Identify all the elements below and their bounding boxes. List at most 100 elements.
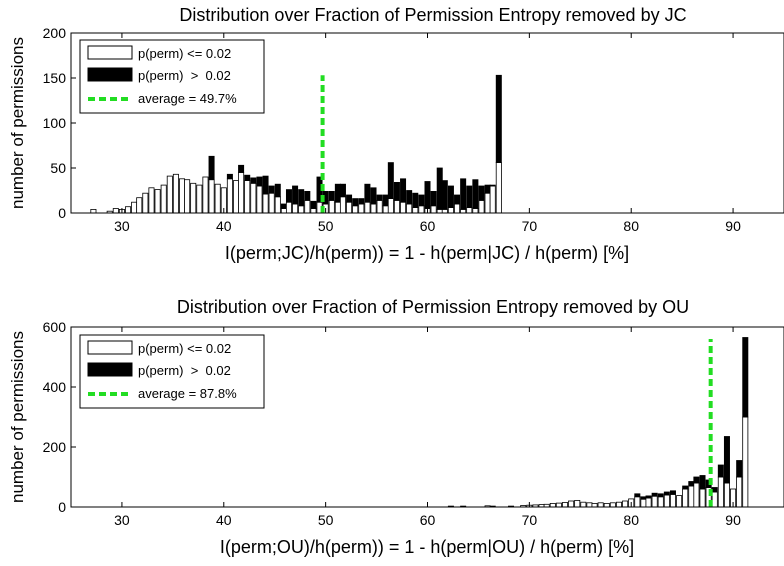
bar-low-59 — [454, 203, 461, 214]
bar-low-42 — [742, 416, 749, 508]
bar-low-34 — [304, 199, 311, 214]
bar-low-18 — [597, 502, 604, 508]
bar-low-12 — [172, 173, 179, 214]
bar-high-49 — [393, 181, 400, 201]
plot-area — [447, 337, 749, 508]
bar-high-38 — [717, 464, 724, 478]
bar-low-31 — [285, 201, 292, 214]
legend-label-low: p(perm) <= 0.02 — [138, 341, 231, 356]
bar-low-63 — [478, 199, 485, 214]
bar-low-55 — [430, 205, 437, 214]
bar-low-33 — [688, 485, 695, 508]
bar-high-32 — [292, 185, 299, 205]
x-tick-label-2: 50 — [318, 218, 334, 234]
bar-low-15 — [580, 501, 587, 508]
bar-low-50 — [400, 201, 407, 214]
legend-label-high: p(perm) > 0.02 — [138, 363, 231, 378]
bar-low-27 — [262, 193, 269, 214]
bar-low-5 — [131, 201, 138, 214]
bar-high-52 — [412, 192, 419, 208]
bar-high-54 — [424, 181, 431, 209]
chart-jc: Distribution over Fraction of Permission… — [8, 5, 784, 263]
bar-low-24 — [244, 180, 251, 214]
x-tick-label-3: 60 — [420, 512, 436, 528]
bar-low-47 — [382, 205, 389, 214]
bar-low-44 — [364, 201, 371, 214]
bar-high-59 — [454, 194, 461, 205]
bar-high-61 — [466, 185, 473, 209]
bar-high-64 — [484, 184, 491, 194]
y-tick-label-2: 100 — [43, 115, 67, 131]
bar-high-63 — [478, 185, 485, 201]
bar-high-28 — [268, 185, 275, 194]
bar-low-14 — [184, 179, 191, 214]
bar-low-28 — [268, 192, 275, 214]
x-axis-label: I(perm;JC)/h(perm)) = 1 - h(perm|JC) / h… — [225, 243, 629, 263]
bar-low-21 — [615, 501, 622, 508]
bar-high-43 — [358, 198, 365, 205]
bar-high-48 — [387, 162, 394, 200]
bar-low-15 — [190, 182, 197, 214]
bar-high-51 — [406, 190, 413, 205]
bar-low-22 — [622, 500, 629, 508]
bar-low-16 — [196, 184, 203, 214]
bar-low-28 — [657, 496, 664, 508]
bar-high-34 — [693, 476, 700, 484]
bar-low-45 — [370, 203, 377, 214]
bar-low-34 — [693, 482, 700, 508]
bar-low-32 — [292, 203, 299, 214]
bar-high-24 — [634, 493, 641, 498]
bar-low-24 — [634, 496, 641, 508]
bar-low-37 — [711, 491, 718, 508]
bar-low-17 — [202, 176, 209, 214]
bar-low-19 — [214, 183, 221, 214]
bar-high-29 — [274, 183, 281, 198]
bar-low-35 — [699, 488, 706, 508]
y-tick-label-1: 200 — [43, 439, 67, 455]
bar-low-21 — [226, 178, 233, 214]
bar-high-31 — [285, 189, 292, 203]
bar-low-11 — [166, 175, 173, 214]
y-tick-label-3: 150 — [43, 70, 67, 86]
bar-low-61 — [466, 207, 473, 214]
x-tick-label-6: 90 — [725, 218, 741, 234]
bar-low-40 — [339, 196, 346, 214]
bar-low-38 — [717, 476, 724, 508]
bar-high-32 — [682, 485, 689, 490]
bar-low-43 — [358, 203, 365, 214]
bar-low-13 — [568, 500, 575, 508]
bar-low-11 — [555, 502, 562, 508]
bar-low-38 — [328, 199, 335, 214]
chart-title: Distribution over Fraction of Permission… — [177, 297, 689, 317]
bar-high-26 — [256, 176, 263, 187]
bar-low-29 — [274, 196, 281, 214]
bar-low-31 — [676, 495, 683, 508]
bar-low-53 — [418, 205, 425, 214]
bar-low-41 — [346, 201, 353, 214]
x-tick-label-1: 40 — [216, 218, 232, 234]
bar-high-26 — [645, 495, 652, 499]
legend-swatch-low — [87, 340, 133, 355]
y-tick-label-4: 200 — [43, 25, 67, 41]
bar-low-39 — [723, 482, 730, 508]
bar-high-27 — [262, 175, 269, 195]
y-tick-label-0: 0 — [58, 205, 66, 221]
bar-low-60 — [460, 208, 467, 214]
bar-high-37 — [711, 487, 718, 493]
y-axis-label: number of permissions — [8, 331, 27, 503]
bar-low-64 — [484, 192, 491, 214]
bar-low-9 — [154, 189, 161, 214]
bar-low-4 — [125, 206, 132, 214]
bar-low-12 — [562, 502, 569, 508]
bar-low-23 — [238, 172, 245, 214]
bar-low-46 — [376, 199, 383, 214]
x-tick-label-1: 40 — [216, 512, 232, 528]
bar-high-50 — [400, 178, 407, 203]
bar-high-24 — [244, 174, 251, 181]
bar-high-21 — [226, 173, 233, 180]
bar-low-65 — [489, 185, 496, 214]
y-axis-label: number of permissions — [8, 37, 27, 209]
x-tick-label-3: 60 — [420, 218, 436, 234]
bar-high-33 — [298, 189, 305, 207]
